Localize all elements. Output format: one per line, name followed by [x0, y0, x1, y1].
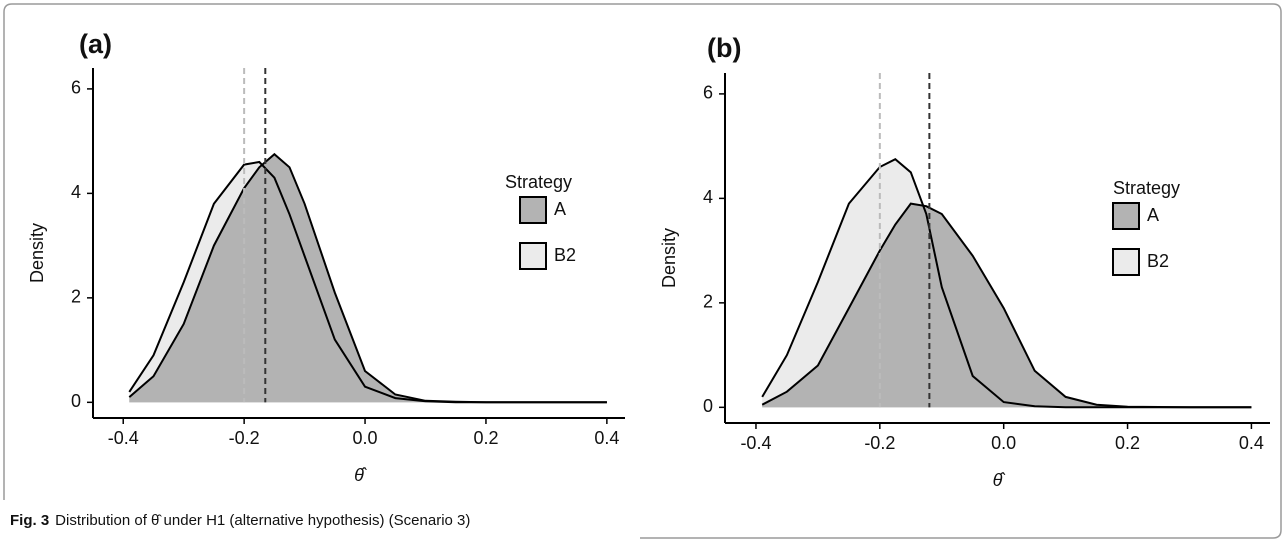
x-tick-label: 0.2 [1115, 433, 1140, 453]
legend-title: Strategy [505, 172, 572, 192]
y-axis-title: Density [659, 228, 679, 288]
x-tick-label: 0.2 [473, 428, 498, 448]
legend-swatch [519, 242, 547, 270]
legend-label: B2 [1147, 251, 1169, 271]
legend-label: A [554, 199, 566, 219]
caption: Fig. 3 Distribution of θ̂ under H1 (alter… [10, 512, 470, 529]
density-area [129, 154, 607, 403]
x-tick-label: -0.4 [108, 428, 139, 448]
caption-text: Distribution of θ̂ under H1 (alternative… [55, 512, 470, 529]
x-axis-title: θ̂ [354, 465, 367, 485]
legend-swatch [1112, 248, 1140, 276]
legend-title: Strategy [1113, 178, 1180, 198]
panel-label: (a) [79, 29, 112, 59]
density-area [762, 203, 1252, 408]
density-line [128, 152, 607, 404]
x-tick-label: -0.4 [740, 433, 771, 453]
legend-label: B2 [554, 245, 576, 265]
legend-swatch [519, 196, 547, 224]
frame [3, 3, 1282, 539]
legend-label: A [1147, 205, 1159, 225]
x-tick-label: 0.4 [1239, 433, 1264, 453]
caption-label: Fig. 3 [10, 512, 49, 529]
y-tick-label: 6 [71, 78, 81, 98]
x-axis-title: θ̂ [993, 470, 1006, 490]
x-tick-label: 0.0 [353, 428, 378, 448]
y-tick-label: 4 [703, 187, 713, 207]
density-line [761, 158, 1252, 409]
y-tick-label: 6 [703, 83, 713, 103]
y-tick-label: 2 [703, 292, 713, 312]
x-tick-label: 0.4 [594, 428, 619, 448]
panel-label: (b) [707, 33, 741, 63]
x-tick-label: -0.2 [229, 428, 260, 448]
y-axis-title: Density [27, 223, 47, 283]
y-tick-label: 2 [71, 287, 81, 307]
y-tick-label: 0 [703, 396, 713, 416]
y-tick-label: 0 [71, 391, 81, 411]
x-tick-label: -0.2 [864, 433, 895, 453]
x-tick-label: 0.0 [991, 433, 1016, 453]
density-line [761, 202, 1252, 409]
y-tick-label: 4 [71, 182, 81, 202]
legend-swatch [1112, 202, 1140, 230]
